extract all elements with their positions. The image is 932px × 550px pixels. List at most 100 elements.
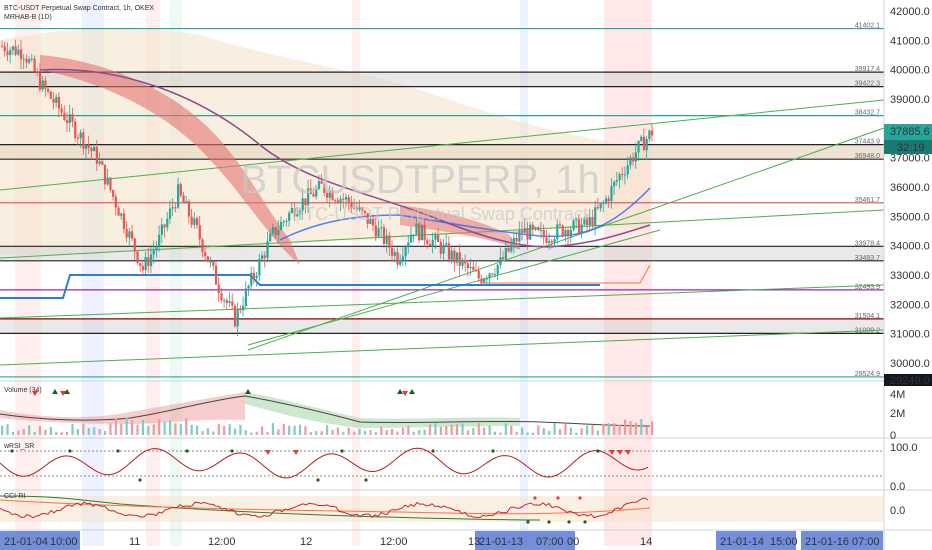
candle[interactable] [52,98,55,103]
candle[interactable] [556,224,559,240]
candle[interactable] [106,177,109,185]
candle[interactable] [242,305,245,311]
candle[interactable] [76,137,80,139]
candle[interactable] [204,252,207,257]
candle[interactable] [577,218,581,234]
candle[interactable] [9,49,12,56]
candle[interactable] [179,184,182,196]
candle[interactable] [187,201,191,217]
candle[interactable] [336,200,340,203]
candle[interactable] [41,80,44,90]
candle[interactable] [391,247,394,256]
candle[interactable] [261,255,264,259]
candle[interactable] [60,108,63,113]
candle[interactable] [347,197,350,203]
candle[interactable] [279,222,283,231]
candle[interactable] [377,228,380,237]
candle[interactable] [445,243,448,245]
candle[interactable] [439,242,442,254]
candle[interactable] [629,157,632,166]
candle[interactable] [423,224,426,241]
candle[interactable] [483,278,486,283]
candle[interactable] [223,300,226,302]
candle[interactable] [575,218,578,221]
volume-pane[interactable]: Volume (34) [0,387,654,435]
candle[interactable] [523,228,526,233]
candle[interactable] [366,212,369,224]
candle[interactable] [139,263,142,266]
candle[interactable] [68,114,71,123]
candle[interactable] [239,308,242,311]
candle[interactable] [160,224,163,235]
candle[interactable] [604,198,608,204]
candle[interactable] [209,261,212,263]
candle[interactable] [515,238,518,242]
candle[interactable] [317,181,321,189]
horizontal-levels[interactable]: 41402.1 39917.4 39422.3 38432.7 37443.9 36948… [0,23,884,378]
candle[interactable] [11,46,15,50]
candle[interactable] [231,301,234,306]
candle[interactable] [572,220,575,230]
candle[interactable] [521,230,524,233]
candle[interactable] [323,183,326,193]
candle[interactable] [407,242,410,248]
candle[interactable] [409,234,413,243]
candle[interactable] [567,229,570,237]
candle[interactable] [610,186,613,202]
candle[interactable] [196,218,199,226]
candle[interactable] [114,196,117,208]
candle[interactable] [502,257,505,260]
candle[interactable] [309,188,312,194]
candle[interactable] [112,190,115,197]
candle[interactable] [298,210,302,215]
candle[interactable] [103,164,107,185]
price-axis[interactable]: 42000.041000.040000.039000.038000.037000… [890,6,930,370]
candle[interactable] [396,252,399,265]
candle[interactable] [331,190,334,201]
candle[interactable] [6,51,9,56]
candle[interactable] [149,254,153,267]
candle[interactable] [474,270,478,272]
candle[interactable] [293,208,296,217]
candle[interactable] [282,221,285,223]
candle[interactable] [526,228,529,240]
candle[interactable] [550,241,553,243]
candle[interactable] [464,260,467,264]
candle[interactable] [450,250,453,260]
candle[interactable] [30,58,33,60]
candle[interactable] [269,233,272,242]
candle[interactable] [326,192,329,198]
candle[interactable] [342,198,345,200]
candle[interactable] [166,218,169,228]
candle[interactable] [288,212,291,221]
candle[interactable] [564,229,567,236]
candle[interactable] [426,240,429,244]
candle[interactable] [615,180,618,182]
candle[interactable] [198,225,201,240]
candle[interactable] [228,301,231,304]
candle[interactable] [315,188,318,197]
candle[interactable] [120,213,123,216]
candle[interactable] [401,256,405,260]
candle[interactable] [258,258,261,276]
candle[interactable] [599,203,602,209]
candle[interactable] [447,243,451,260]
candle[interactable] [558,224,562,226]
candle[interactable] [98,161,101,164]
candle[interactable] [399,259,402,265]
candle[interactable] [469,266,472,269]
candle[interactable] [190,216,193,225]
candle[interactable] [171,207,174,209]
candle[interactable] [158,234,161,247]
candle[interactable] [320,181,323,184]
candle[interactable] [534,227,537,229]
candle[interactable] [645,138,648,151]
candle[interactable] [372,218,375,226]
candle[interactable] [63,112,66,121]
candle[interactable] [206,256,210,262]
candle[interactable] [38,72,42,90]
candle[interactable] [613,181,616,187]
candle[interactable] [136,251,139,264]
candle[interactable] [334,200,337,202]
